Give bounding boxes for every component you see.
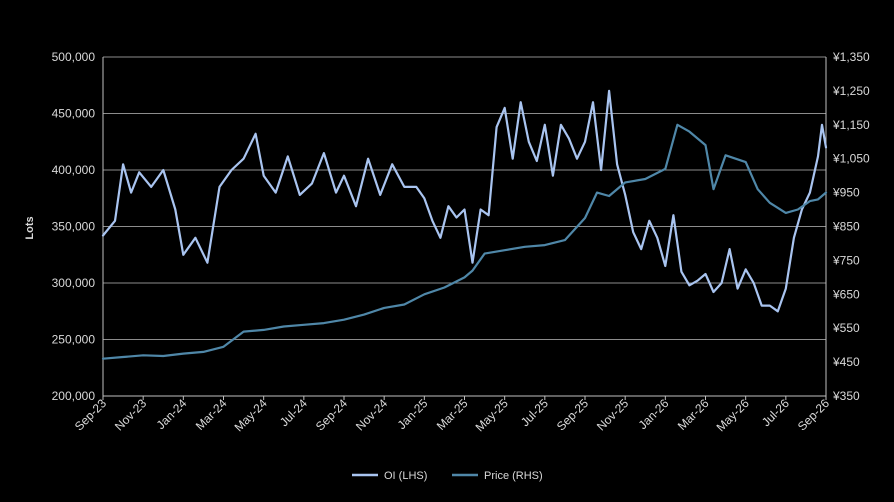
- x-tick-label: Jul-26: [759, 396, 792, 429]
- y2-tick-label: ¥1,050: [832, 152, 870, 166]
- y-tick-label: 250,000: [52, 333, 96, 347]
- x-axis: Sep-23 Nov-23 Jan-24 Mar-24 May-24 Jul-24 Sep-…: [72, 396, 832, 434]
- gridlines: [103, 113, 826, 340]
- y-tick-label: 350,000: [52, 220, 96, 234]
- y-tick-label: 400,000: [52, 163, 96, 177]
- y-tick-label: 200,000: [52, 389, 96, 403]
- y2-tick-label: ¥650: [832, 287, 860, 301]
- y2-tick-label: ¥950: [832, 186, 860, 200]
- y-axis-label: Lots: [24, 216, 36, 239]
- left-axis: 500,000 450,000 400,000 350,000 300,000 250,0…: [52, 50, 96, 403]
- y2-tick-label: ¥1,250: [832, 84, 870, 98]
- x-tick-label: May-24: [232, 396, 270, 434]
- y2-tick-label: ¥850: [832, 220, 860, 234]
- x-tick-label: Jan-25: [395, 396, 431, 432]
- y2-tick-label: ¥1,350: [832, 50, 870, 64]
- series-line-oi: [101, 89, 828, 313]
- y2-tick-label: ¥750: [832, 253, 860, 267]
- x-tick-label: Nov-25: [594, 396, 631, 433]
- series-layer: [101, 89, 828, 360]
- x-tick-label: Sep-26: [795, 396, 832, 433]
- y-tick-label: 500,000: [52, 50, 96, 64]
- y2-tick-label: ¥550: [832, 321, 860, 335]
- x-tick-label: May-25: [473, 396, 511, 434]
- right-axis: ¥1,350 ¥1,250 ¥1,150 ¥1,050 ¥950 ¥850 ¥750 ¥650…: [832, 50, 870, 403]
- x-tick-label: Nov-23: [112, 396, 149, 433]
- x-tick-label: Sep-24: [313, 396, 350, 433]
- legend: OI (LHS) Price (RHS): [352, 470, 543, 482]
- x-tick-label: Mar-25: [434, 396, 471, 433]
- y2-tick-label: ¥1,150: [832, 118, 870, 132]
- series-line-price: [101, 123, 828, 360]
- x-tick-label: Jul-25: [518, 396, 551, 429]
- x-tick-label: Jul-24: [277, 396, 310, 429]
- x-tick-label: Mar-26: [675, 396, 712, 433]
- x-tick-label: Mar-24: [193, 396, 230, 433]
- y2-tick-label: ¥350: [832, 389, 860, 403]
- legend-label: Price (RHS): [484, 470, 543, 482]
- legend-label: OI (LHS): [384, 470, 427, 482]
- x-tick-label: Jan-24: [154, 396, 190, 432]
- x-tick-label: Sep-25: [554, 396, 591, 433]
- x-tick-label: May-26: [714, 396, 752, 434]
- y2-tick-label: ¥450: [832, 355, 860, 369]
- y-tick-label: 300,000: [52, 276, 96, 290]
- y-tick-label: 450,000: [52, 107, 96, 121]
- x-tick-label: Jan-26: [636, 396, 672, 432]
- x-tick-label: Nov-24: [353, 396, 390, 433]
